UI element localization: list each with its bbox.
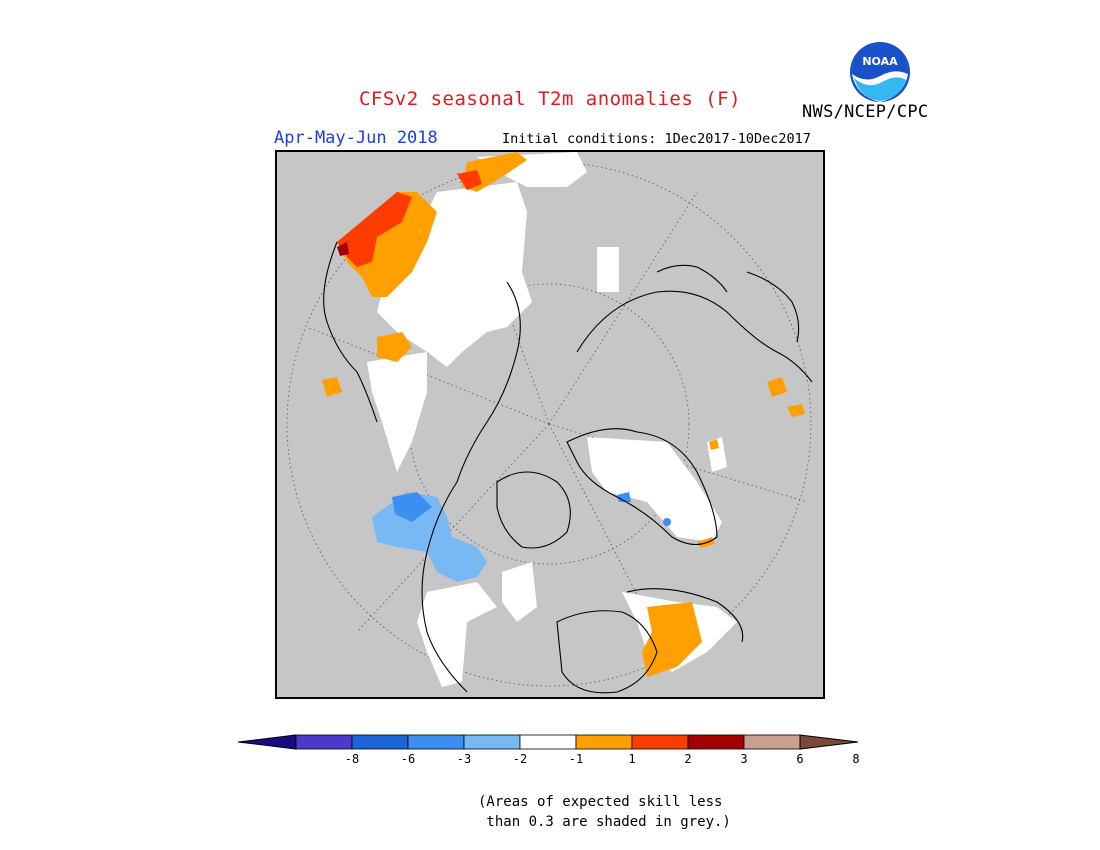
footnote-line-2: than 0.3 are shaded in grey.) — [478, 814, 731, 830]
initial-conditions-label: Initial conditions: 1Dec2017-10Dec2017 — [502, 131, 811, 147]
season-label: Apr-May-Jun 2018 — [274, 128, 438, 148]
legend-swatch — [407, 734, 465, 750]
noaa-logo: NOAA — [850, 42, 910, 102]
legend-swatch — [295, 734, 353, 750]
polar-anomaly-map — [286, 152, 813, 694]
legend-tick-label: 6 — [796, 752, 804, 766]
legend-swatch — [743, 734, 801, 750]
color-legend-bar — [238, 734, 859, 750]
coastlines — [323, 241, 813, 694]
negative-anomaly-regions — [372, 492, 671, 582]
logo-text: NOAA — [862, 55, 898, 68]
footnote-line-1: (Areas of expected skill less — [478, 794, 723, 810]
map-panel — [275, 150, 825, 699]
legend-tick-label: -8 — [344, 752, 360, 766]
skill-footnote: (Areas of expected skill less than 0.3 a… — [478, 792, 731, 832]
legend-arrow-low — [238, 734, 297, 750]
legend-swatch — [351, 734, 409, 750]
legend-swatch — [631, 734, 689, 750]
legend-tick-label: -2 — [512, 752, 528, 766]
legend-swatch — [463, 734, 521, 750]
legend-tick-label: 1 — [628, 752, 636, 766]
legend-tick-label: -6 — [400, 752, 416, 766]
legend-swatch — [575, 734, 633, 750]
legend-tick-label: -3 — [456, 752, 472, 766]
legend-tick-label: 2 — [684, 752, 692, 766]
legend-arrow-high — [799, 734, 859, 750]
legend-swatch — [519, 734, 577, 750]
legend-tick-label: -1 — [568, 752, 584, 766]
legend-tick-label: 8 — [852, 752, 860, 766]
map-title: CFSv2 seasonal T2m anomalies (F) — [358, 88, 742, 110]
near-normal-regions — [367, 152, 737, 687]
legend-swatch — [687, 734, 745, 750]
agency-label: NWS/NCEP/CPC — [802, 102, 929, 122]
legend-tick-label: 3 — [740, 752, 748, 766]
